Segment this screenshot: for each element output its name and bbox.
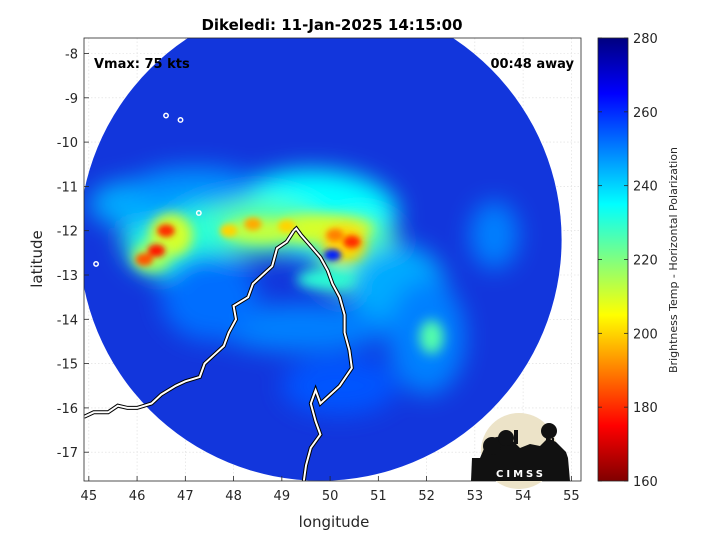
x-tick-label: 55 — [563, 489, 580, 504]
y-tick-label: -8 — [65, 48, 78, 63]
cold-cloud-core — [220, 224, 238, 237]
coastline — [293, 227, 353, 481]
swath-band — [161, 253, 258, 341]
time-away-annotation: 00:48 away — [490, 57, 574, 72]
y-tick-label: -16 — [57, 402, 78, 417]
x-tick-label: 54 — [515, 489, 532, 504]
x-tick-label: 45 — [81, 489, 98, 504]
x-tick-label: 47 — [177, 489, 194, 504]
storm-eye — [323, 249, 342, 261]
cold-cloud-core — [277, 220, 296, 233]
colorbar-tick-label: 200 — [633, 327, 658, 342]
y-tick-label: -13 — [57, 269, 78, 284]
y-tick-label: -14 — [57, 313, 78, 328]
cold-cloud-core — [326, 228, 344, 242]
madagascar-coastline — [84, 112, 354, 481]
y-tick-label: -11 — [57, 180, 78, 195]
y-tick-label: -17 — [57, 446, 78, 461]
colorbar-label: Brightness Temp - Horizontal Polarizatio… — [667, 147, 680, 373]
y-tick-label: -10 — [57, 136, 78, 151]
swath-band — [296, 269, 355, 290]
chart-title: Dikeledi: 11-Jan-2025 14:15:00 — [201, 16, 462, 34]
colorbar-tick-label: 280 — [633, 32, 658, 47]
island — [177, 117, 184, 123]
colorbar-tick-label: 160 — [633, 475, 658, 490]
cold-cloud-core — [244, 217, 262, 231]
y-axis-label: latitude — [28, 230, 46, 288]
island — [163, 112, 169, 119]
colorbar-gradient — [597, 37, 629, 482]
axes-frame — [83, 37, 582, 482]
y-tick-label: -9 — [65, 92, 78, 107]
y-tick-label: -12 — [57, 225, 78, 240]
y-tick-label: -15 — [57, 358, 78, 373]
x-tick-label: 46 — [129, 489, 146, 504]
colorbar-tick-label: 180 — [633, 401, 658, 416]
swath-band — [470, 201, 519, 269]
cold-cloud-core — [147, 244, 166, 257]
x-tick-label: 51 — [370, 489, 387, 504]
colorbar-ticks: 160 180 200 220 240 260 280 — [598, 32, 658, 490]
colorbar: 160 180 200 220 240 260 280 Brightness Temp - … — [597, 32, 680, 490]
cold-cloud-core — [135, 253, 154, 266]
x-tick-label: 52 — [418, 489, 435, 504]
x-axis-ticks: 45 46 47 48 49 50 51 52 53 54 55 — [81, 476, 580, 504]
y-axis-ticks: -8 -9 -10 -11 -12 -13 -14 -15 -16 -17 — [57, 48, 89, 461]
x-tick-label: 49 — [274, 489, 291, 504]
swath-band — [419, 320, 444, 354]
colorbar-tick-label: 260 — [633, 106, 658, 121]
colorbar-tick-label: 220 — [633, 254, 658, 269]
cimss-logo: CIMSS — [471, 413, 570, 489]
cold-cloud-core — [343, 235, 361, 249]
island — [195, 210, 202, 216]
coastline — [84, 230, 295, 418]
x-axis-label: longitude — [299, 513, 370, 531]
x-tick-label: 53 — [467, 489, 484, 504]
cimss-logo-text: CIMSS — [496, 469, 546, 480]
cold-cloud-core — [157, 224, 175, 237]
x-tick-label: 48 — [225, 489, 242, 504]
vmax-annotation: Vmax: 75 kts — [94, 57, 190, 72]
x-tick-label: 50 — [322, 489, 339, 504]
colorbar-tick-label: 240 — [633, 180, 658, 195]
swath-band — [132, 167, 258, 206]
island — [93, 260, 100, 267]
